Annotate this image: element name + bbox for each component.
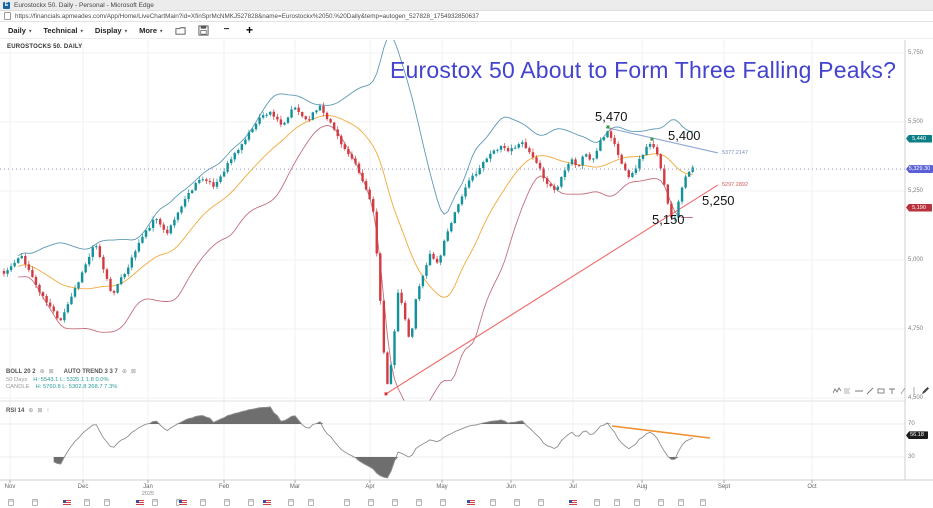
menu-technical[interactable]: Technical ▼ — [43, 25, 84, 35]
browser-title: Eurostockx 50. Daily - Personal - Micros… — [14, 1, 154, 9]
event-calendar-icon[interactable] — [84, 499, 90, 506]
chart-toolbar: Daily ▼ Technical ▼ Display ▼ More ▼ − + — [0, 22, 933, 39]
event-calendar-icon[interactable] — [700, 499, 706, 506]
event-calendar-icon[interactable] — [152, 499, 158, 506]
us-flag-icon[interactable] — [569, 500, 577, 506]
event-calendar-icon[interactable] — [614, 499, 620, 506]
event-calendar-icon[interactable] — [224, 499, 230, 506]
event-calendar-icon[interactable] — [678, 499, 684, 506]
chevron-down-icon: ▼ — [79, 28, 84, 33]
menu-daily[interactable]: Daily ▼ — [8, 25, 33, 35]
us-flag-icon[interactable] — [263, 500, 271, 506]
event-calendar-icon[interactable] — [368, 499, 374, 506]
menu-more[interactable]: More ▼ — [139, 25, 164, 35]
event-calendar-icon[interactable] — [658, 499, 664, 506]
event-calendar-icon[interactable] — [490, 499, 496, 506]
event-calendar-icon[interactable] — [200, 499, 206, 506]
page-icon — [4, 12, 11, 20]
event-calendar-icon[interactable] — [32, 499, 38, 506]
menu-display[interactable]: Display ▼ — [94, 25, 129, 35]
event-calendar-icon[interactable] — [538, 499, 544, 506]
us-flag-icon[interactable] — [467, 500, 475, 506]
event-calendar-icon[interactable] — [440, 499, 446, 506]
event-calendar-icon[interactable] — [634, 499, 640, 506]
url-text[interactable]: https://financials.apmeades.com/App/Home… — [15, 12, 479, 20]
event-calendar-icon[interactable] — [288, 499, 294, 506]
event-calendar-icon[interactable] — [416, 499, 422, 506]
save-icon[interactable] — [197, 24, 209, 36]
event-calendar-icon[interactable] — [594, 499, 600, 506]
us-flag-icon[interactable] — [63, 500, 71, 506]
event-calendar-icon[interactable] — [514, 499, 520, 506]
us-flag-icon[interactable] — [136, 500, 144, 506]
event-calendar-icon[interactable] — [392, 499, 398, 506]
chevron-down-icon: ▼ — [159, 28, 164, 33]
open-chart-icon[interactable] — [174, 24, 186, 36]
chevron-down-icon: ▼ — [123, 28, 129, 33]
browser-favicon: E — [3, 1, 10, 9]
event-calendar-icon[interactable] — [308, 499, 314, 506]
zoom-in-icon[interactable]: + — [245, 23, 253, 37]
event-calendar-icon[interactable] — [104, 499, 110, 506]
us-flag-icon[interactable] — [179, 500, 187, 506]
chevron-down-icon: ▼ — [27, 28, 33, 33]
event-calendar-icon[interactable] — [248, 499, 254, 506]
event-calendar-icon[interactable] — [8, 499, 14, 506]
event-calendar-icon[interactable] — [344, 499, 350, 506]
browser-title-bar: E Eurostockx 50. Daily - Personal - Micr… — [0, 0, 933, 11]
browser-address-bar[interactable]: https://financials.apmeades.com/App/Home… — [0, 11, 933, 22]
zoom-out-icon[interactable]: − — [223, 24, 230, 35]
